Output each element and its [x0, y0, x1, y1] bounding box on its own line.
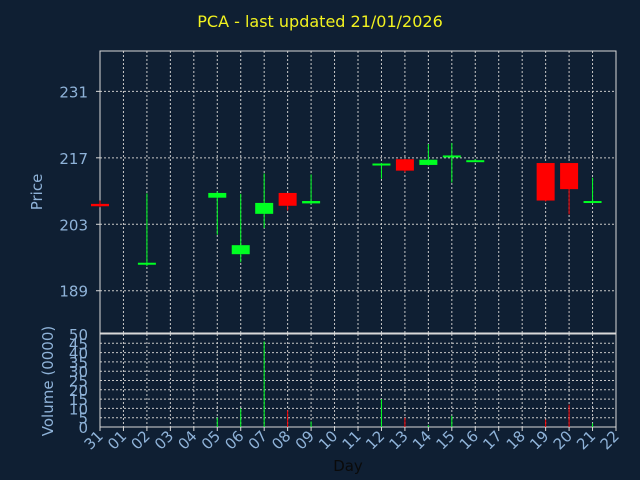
x-tick-label: 19: [526, 427, 552, 453]
x-tick-label: 10: [315, 427, 341, 453]
candle-body: [278, 192, 297, 206]
candle-body: [255, 202, 274, 214]
volume-y-tick-label: 50: [69, 326, 88, 344]
x-tick-label: 04: [174, 427, 200, 453]
volume-y-tick-label: 30: [69, 363, 88, 381]
x-tick-label: 06: [221, 427, 247, 453]
candle-body: [419, 159, 438, 165]
price-y-tick-label: 217: [59, 150, 88, 168]
chart-title: PCA - last updated 21/01/2026: [197, 12, 443, 31]
x-tick-label: 12: [362, 427, 388, 453]
volume-y-tick-label: 15: [69, 391, 88, 409]
candle-body: [536, 163, 555, 201]
candle-body: [372, 163, 391, 166]
x-tick-label: 21: [573, 427, 599, 453]
volume-axis-label: Volume (0000): [39, 326, 57, 436]
candle-body: [466, 160, 485, 163]
volume-y-tick-label: 35: [69, 354, 88, 372]
x-tick-label: 07: [245, 427, 271, 453]
candle-body: [231, 245, 250, 255]
x-tick-label: 18: [503, 427, 529, 453]
x-axis-label: Day: [333, 457, 363, 475]
x-tick-label: 16: [456, 427, 482, 453]
volume-y-tick-label: 5: [78, 410, 88, 428]
candle-body: [91, 203, 109, 207]
x-tick-label: 03: [151, 427, 177, 453]
x-tick-label: 20: [550, 427, 576, 453]
candle-body: [560, 163, 579, 190]
volume-y-tick-label: 10: [69, 400, 88, 418]
volume-y-tick-label: 40: [69, 345, 88, 363]
x-tick-label: 02: [128, 427, 154, 453]
volume-y-tick-label: 45: [69, 335, 88, 353]
price-y-tick-label: 189: [59, 283, 88, 301]
candle-body: [442, 155, 461, 158]
x-tick-label: 05: [198, 427, 224, 453]
volume-y-tick-label: 25: [69, 373, 88, 391]
x-tick-label: 09: [292, 427, 318, 453]
price-y-tick-label: 231: [59, 83, 88, 101]
candle-body: [208, 192, 227, 198]
price-axis-label: Price: [28, 174, 46, 211]
x-tick-label: 14: [409, 427, 435, 453]
volume-y-tick-label: 20: [69, 382, 88, 400]
x-tick-label: 15: [432, 427, 458, 453]
candle-body: [395, 159, 414, 171]
price-y-tick-label: 203: [59, 216, 88, 234]
x-tick-label: 17: [479, 427, 505, 453]
x-tick-label: 22: [597, 427, 623, 453]
volume-y-tick-label: 0: [78, 419, 88, 437]
x-tick-label: 11: [339, 427, 365, 453]
x-tick-label: 01: [104, 427, 130, 453]
candle-body: [583, 201, 602, 204]
x-tick-label: 08: [268, 427, 294, 453]
candle-body: [137, 262, 156, 265]
candle-body: [302, 201, 321, 204]
price-panel-frame: [99, 50, 617, 334]
x-tick-label: 13: [386, 427, 412, 453]
